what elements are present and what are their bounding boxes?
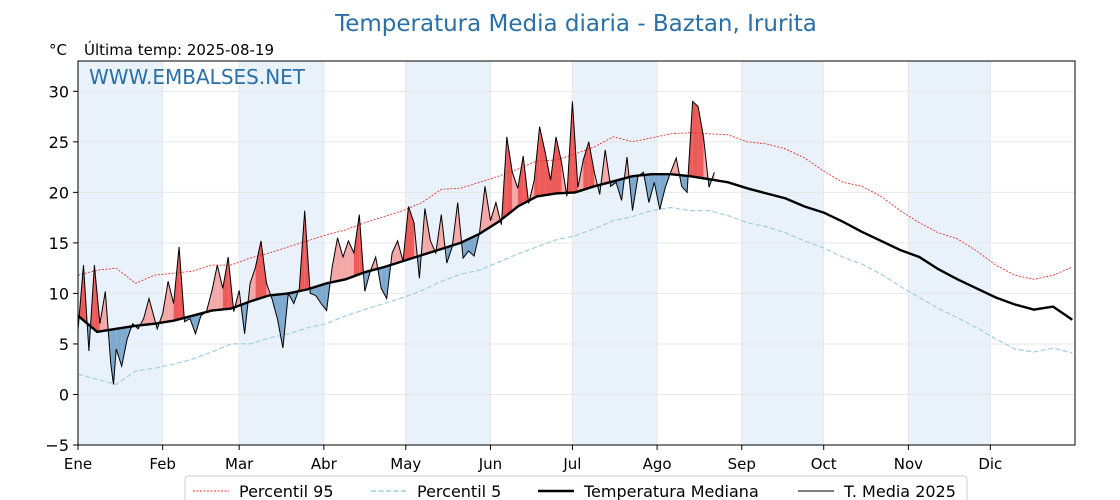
x-tick-label: Feb — [149, 455, 176, 473]
watermark: WWW.EMBALSES.NET — [89, 65, 306, 89]
y-tick-label: 15 — [49, 234, 69, 253]
series-lines — [77, 100, 1073, 386]
above-median-fill — [217, 265, 223, 311]
legend-label-median: Temperatura Mediana — [583, 482, 759, 500]
below-median-fill — [659, 174, 666, 210]
below-median-fill — [315, 285, 322, 304]
above-median-fill — [255, 240, 262, 300]
above-median-fill — [545, 151, 551, 196]
y-tick-label: 25 — [49, 133, 69, 152]
legend-box — [184, 475, 968, 500]
legend-label-p95: Percentil 95 — [239, 482, 334, 500]
last-temp-subtitle: Última temp: 2025-08-19 — [84, 40, 274, 59]
y-tick-label: 20 — [49, 183, 69, 202]
below-median-fill — [121, 327, 128, 367]
above-median-fill — [539, 126, 546, 196]
month-band-nov — [908, 61, 991, 445]
above-median-fill — [588, 141, 595, 189]
above-median-fill — [506, 136, 513, 216]
above-median-fill — [332, 237, 338, 283]
p95-line — [77, 132, 1073, 284]
x-tick-label: May — [390, 455, 421, 473]
below-median-fill — [110, 329, 114, 385]
above-median-fill — [556, 136, 562, 194]
above-median-fill — [392, 240, 398, 265]
month-band-mar — [239, 61, 324, 445]
below-median-fill — [277, 293, 283, 348]
x-axis: Ene Feb Mar Abr May Jun Jul Ago Sep Oct Nov Dic — [64, 445, 1002, 473]
y-tick-label: 30 — [49, 82, 69, 101]
chart-title: Temperatura Media diaria - Baztan, Iruri… — [334, 11, 817, 37]
above-median-fill — [250, 267, 256, 302]
above-median-fill — [517, 155, 524, 207]
current-year-line — [77, 100, 715, 385]
above-median-fill — [222, 257, 229, 310]
above-median-fill — [512, 172, 518, 211]
legend-label-p5: Percentil 5 — [417, 482, 501, 500]
above-median-fill — [698, 106, 704, 179]
month-band-ene — [78, 61, 163, 445]
below-median-fill — [681, 175, 688, 193]
plot-frame — [77, 60, 1076, 446]
x-tick-label: Nov — [894, 455, 923, 473]
below-median-fill — [463, 238, 469, 259]
legend-label-current: T. Media 2025 — [843, 482, 956, 500]
x-tick-label: Ene — [64, 455, 92, 473]
x-tick-label: Mar — [225, 455, 254, 473]
above-median-fill — [337, 237, 343, 282]
above-median-fill — [692, 101, 699, 178]
y-axis: −5 0 5 10 15 20 25 30 — [45, 82, 78, 455]
below-median-fill — [321, 283, 327, 311]
legend: Percentil 95 Percentil 5 Temperatura Media… — [184, 475, 968, 500]
p5-line — [77, 206, 1073, 386]
below-median-fill — [648, 174, 655, 203]
month-band-sep — [741, 61, 824, 445]
median-line — [77, 173, 1073, 334]
x-tick-label: Abr — [311, 455, 338, 473]
y-tick-label: 5 — [59, 335, 69, 354]
y-tick-label: 0 — [59, 385, 69, 404]
above-median-fill — [353, 214, 360, 277]
y-tick-label: −5 — [45, 436, 69, 455]
above-median-fill — [583, 141, 589, 190]
above-median-fill — [424, 208, 431, 255]
x-tick-label: Dic — [978, 455, 1002, 473]
x-tick-label: Jul — [562, 455, 581, 473]
y-tick-label: 10 — [49, 284, 69, 303]
above-median-fill — [211, 265, 218, 311]
x-tick-label: Oct — [811, 455, 837, 473]
x-tick-label: Sep — [728, 455, 756, 473]
unit-label: °C — [49, 41, 67, 59]
above-median-fill — [342, 240, 349, 280]
x-tick-label: Ago — [643, 455, 672, 473]
month-bands — [78, 61, 991, 445]
above-median-fill — [168, 281, 174, 322]
x-tick-label: Jun — [478, 455, 502, 473]
month-band-jul — [572, 61, 658, 445]
below-median-fill — [468, 236, 475, 257]
below-median-fill — [116, 327, 122, 367]
